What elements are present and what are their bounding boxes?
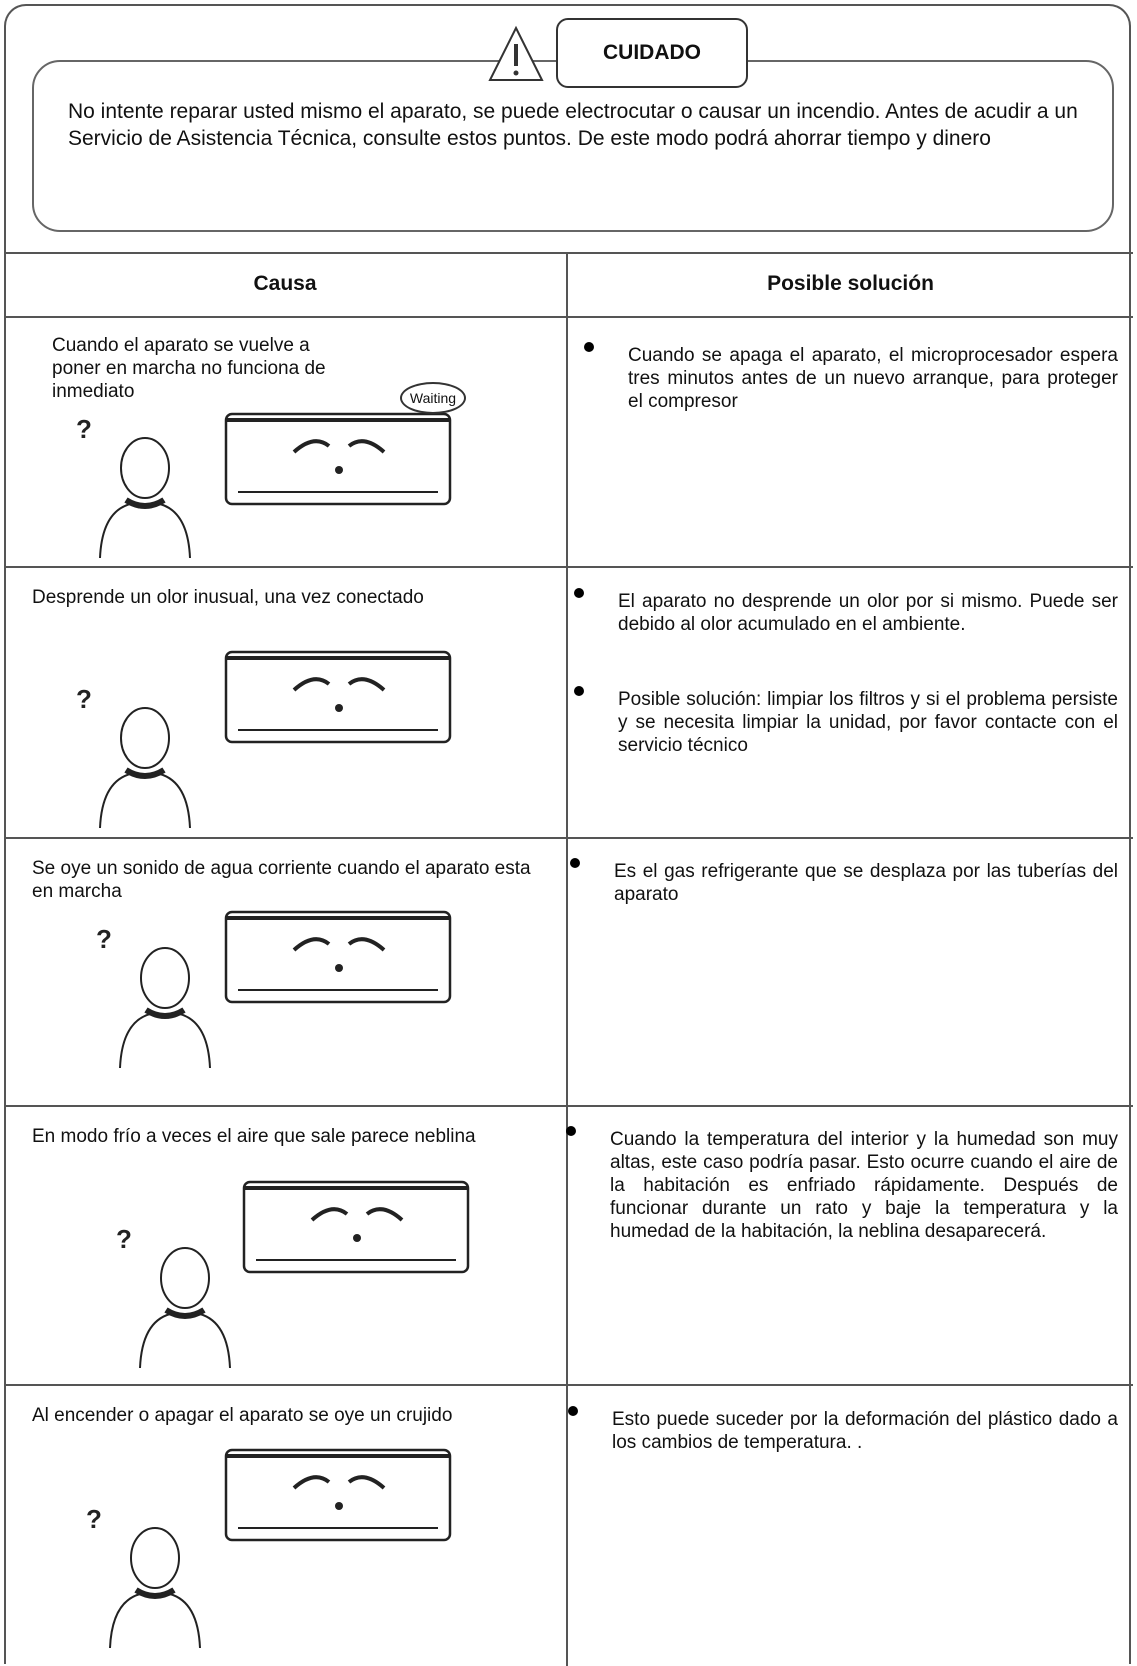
svg-text:?: ? (116, 1224, 132, 1254)
header-solution: Posible solución (767, 272, 934, 295)
solution-text: Cuando se apaga el aparato, el microproc… (628, 345, 1118, 412)
person-illustration: ? (76, 684, 191, 829)
page-frame (4, 4, 1131, 1664)
bullet (566, 1126, 576, 1136)
row-divider (4, 566, 1133, 568)
ac-unit-illustration (224, 910, 452, 1004)
solution-text: Posible solución: limpiar los filtros y … (618, 689, 1118, 756)
warning-icon (488, 25, 544, 81)
ac-unit-illustration (242, 1180, 470, 1274)
waiting-bubble: Waiting (400, 382, 466, 414)
person-illustration: ? (116, 1224, 231, 1369)
bullet (574, 588, 584, 598)
cause-text: En modo frío a veces el aire que sale pa… (32, 1126, 476, 1147)
person-illustration: ? (86, 1504, 201, 1649)
ac-unit-illustration (224, 650, 452, 744)
cause-text: Al encender o apagar el aparato se oye u… (32, 1405, 453, 1426)
caution-label: CUIDADO (556, 18, 748, 88)
caution-box (32, 60, 1114, 232)
svg-text:?: ? (86, 1504, 102, 1534)
bullet (574, 686, 584, 696)
solution-text: Cuando la temperatura del interior y la … (610, 1129, 1118, 1242)
ac-unit-illustration (224, 1448, 452, 1542)
bullet (570, 858, 580, 868)
table-top (4, 252, 1133, 254)
bullet (568, 1406, 578, 1416)
svg-text:?: ? (76, 414, 92, 444)
cause-text: Se oye un sonido de agua corriente cuand… (32, 858, 531, 902)
cause-text: Desprende un olor inusual, una vez conec… (32, 587, 424, 608)
solution-text: El aparato no desprende un olor por si m… (618, 591, 1118, 635)
row-divider (4, 1384, 1133, 1386)
row-divider (4, 837, 1133, 839)
header-cause: Causa (253, 272, 317, 295)
person-illustration: ? (96, 924, 211, 1069)
header-divider (4, 316, 1133, 318)
person-illustration: ? (76, 414, 191, 559)
column-divider (566, 252, 568, 1666)
bullet (584, 342, 594, 352)
cause-text: Cuando el aparato se vuelve a poner en m… (52, 335, 326, 402)
svg-text:?: ? (76, 684, 92, 714)
solution-text: Es el gas refrigerante que se desplaza p… (614, 861, 1118, 905)
ac-unit-illustration (224, 412, 452, 506)
row-divider (4, 1105, 1133, 1107)
solution-text: Esto puede suceder por la deformación de… (612, 1409, 1118, 1453)
svg-text:?: ? (96, 924, 112, 954)
caution-text: No intente reparar usted mismo el aparat… (68, 100, 1078, 150)
